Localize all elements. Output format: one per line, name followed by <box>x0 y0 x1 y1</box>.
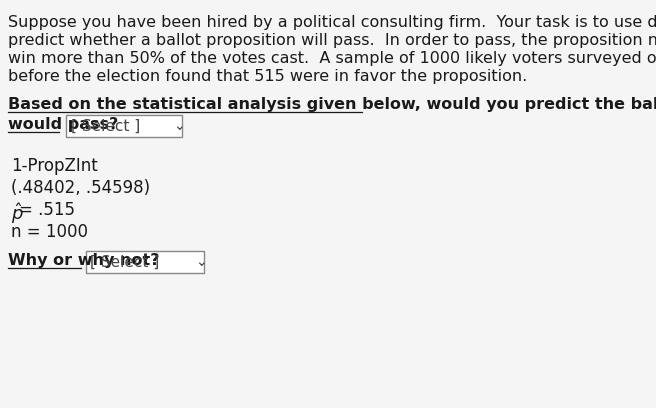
Text: predict whether a ballot proposition will pass.  In order to pass, the propositi: predict whether a ballot proposition wil… <box>8 33 656 48</box>
Text: Suppose you have been hired by a political consulting firm.  Your task is to use: Suppose you have been hired by a politic… <box>8 15 656 30</box>
FancyBboxPatch shape <box>66 115 182 137</box>
Text: = .515: = .515 <box>19 201 75 219</box>
Text: Why or why not?: Why or why not? <box>8 253 159 268</box>
Text: Based on the statistical analysis given below, would you predict the ballot prop: Based on the statistical analysis given … <box>8 97 656 112</box>
Text: 1-PropZInt: 1-PropZInt <box>11 157 98 175</box>
Text: ⌄: ⌄ <box>195 255 207 269</box>
Text: win more than 50% of the votes cast.  A sample of 1000 likely voters surveyed on: win more than 50% of the votes cast. A s… <box>8 51 656 66</box>
Text: [ Select ]: [ Select ] <box>90 255 159 270</box>
Text: would pass?: would pass? <box>8 117 118 132</box>
Text: [ Select ]: [ Select ] <box>71 118 140 133</box>
Text: before the election found that 515 were in favor the proposition.: before the election found that 515 were … <box>8 69 527 84</box>
Text: $\hat{p}$: $\hat{p}$ <box>11 201 24 226</box>
Text: ⌄: ⌄ <box>173 119 184 133</box>
Text: (.48402, .54598): (.48402, .54598) <box>11 179 150 197</box>
FancyBboxPatch shape <box>86 251 204 273</box>
Text: n = 1000: n = 1000 <box>11 223 89 241</box>
